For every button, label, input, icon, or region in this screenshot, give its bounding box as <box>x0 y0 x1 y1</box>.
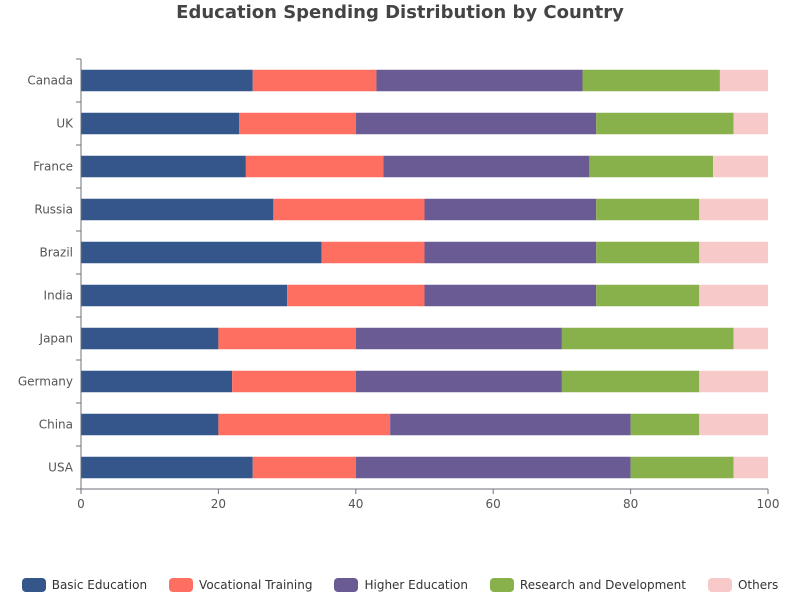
y-tick-label: Japan <box>39 332 73 346</box>
bar-france-series-3[interactable] <box>589 155 714 178</box>
bar-japan-series-0[interactable] <box>81 327 219 350</box>
bar-canada-series-3[interactable] <box>582 69 720 92</box>
bar-china-series-4[interactable] <box>699 413 768 436</box>
y-tick-label: Brazil <box>40 246 74 260</box>
bar-brazil-series-4[interactable] <box>699 241 768 264</box>
bar-usa-series-0[interactable] <box>81 456 253 479</box>
chart-title: Education Spending Distribution by Count… <box>176 2 624 23</box>
bar-uk-series-1[interactable] <box>239 112 356 135</box>
legend-swatch <box>707 578 732 592</box>
bar-france-series-2[interactable] <box>383 155 590 178</box>
bar-india-series-0[interactable] <box>81 284 288 307</box>
y-tick-label: USA <box>48 461 74 475</box>
legend-swatch <box>489 578 514 592</box>
bars-layer <box>81 69 768 479</box>
x-tick-label: 20 <box>211 497 226 511</box>
y-tick-label: Canada <box>27 74 73 88</box>
legend-label: Higher Education <box>364 578 468 592</box>
bar-france-series-1[interactable] <box>245 155 384 178</box>
legend-label: Research and Development <box>519 578 686 592</box>
legend-item[interactable]: Others <box>707 578 779 592</box>
bar-japan-series-2[interactable] <box>355 327 562 350</box>
legend-label: Basic Education <box>51 578 148 592</box>
bar-germany-series-2[interactable] <box>355 370 562 393</box>
bar-china-series-2[interactable] <box>390 413 631 436</box>
bar-germany-series-1[interactable] <box>232 370 356 393</box>
bar-brazil-series-2[interactable] <box>424 241 597 264</box>
bar-brazil-series-3[interactable] <box>596 241 700 264</box>
legend-label: Vocational Training <box>199 578 313 592</box>
bar-china-series-0[interactable] <box>81 413 219 436</box>
bar-china-series-3[interactable] <box>630 413 700 436</box>
legend-label: Others <box>737 578 779 592</box>
y-tick-label: Russia <box>34 203 73 217</box>
bar-brazil-series-0[interactable] <box>81 241 322 264</box>
y-tick-label: China <box>39 418 73 432</box>
x-tick-label: 0 <box>77 497 85 511</box>
bar-uk-series-4[interactable] <box>733 112 768 135</box>
bar-uk-series-3[interactable] <box>596 112 734 135</box>
x-tick-label: 80 <box>623 497 638 511</box>
bar-canada-series-4[interactable] <box>719 69 768 92</box>
bar-india-series-2[interactable] <box>424 284 597 307</box>
bar-china-series-1[interactable] <box>218 413 391 436</box>
legend-item[interactable]: Research and Development <box>489 578 686 592</box>
bar-brazil-series-1[interactable] <box>321 241 425 264</box>
bar-france-series-0[interactable] <box>81 155 246 178</box>
bar-uk-series-0[interactable] <box>81 112 240 135</box>
bar-canada-series-1[interactable] <box>252 69 377 92</box>
bar-india-series-1[interactable] <box>287 284 425 307</box>
bar-uk-series-2[interactable] <box>355 112 597 135</box>
bar-japan-series-1[interactable] <box>218 327 356 350</box>
legend: Basic Education Vocational Training Higher… <box>0 578 800 592</box>
bar-japan-series-3[interactable] <box>561 327 734 350</box>
bar-canada-series-0[interactable] <box>81 69 253 92</box>
legend-swatch <box>21 578 46 592</box>
legend-item[interactable]: Higher Education <box>334 578 468 592</box>
legend-item[interactable]: Vocational Training <box>169 578 312 592</box>
bar-india-series-3[interactable] <box>596 284 700 307</box>
bar-japan-series-4[interactable] <box>733 327 768 350</box>
legend-swatch <box>334 578 359 592</box>
bar-germany-series-0[interactable] <box>81 370 233 393</box>
legend-item[interactable]: Basic Education <box>21 578 148 592</box>
bar-russia-series-4[interactable] <box>699 198 768 221</box>
bar-germany-series-3[interactable] <box>561 370 700 393</box>
bar-russia-series-1[interactable] <box>273 198 425 221</box>
bar-germany-series-4[interactable] <box>699 370 768 393</box>
bar-usa-series-2[interactable] <box>355 456 631 479</box>
bar-russia-series-3[interactable] <box>596 198 700 221</box>
bar-russia-series-0[interactable] <box>81 198 274 221</box>
y-tick-label: Germany <box>18 375 73 389</box>
x-tick-label: 60 <box>486 497 501 511</box>
bar-canada-series-2[interactable] <box>376 69 583 92</box>
y-tick-label: UK <box>56 117 74 131</box>
bar-india-series-4[interactable] <box>699 284 768 307</box>
y-tick-label: India <box>44 289 73 303</box>
legend-swatch <box>169 578 194 592</box>
y-tick-label: France <box>33 160 73 174</box>
x-tick-label: 40 <box>348 497 363 511</box>
bar-russia-series-2[interactable] <box>424 198 597 221</box>
bar-usa-series-4[interactable] <box>733 456 768 479</box>
axes-layer: USA China Germany Japan India Brazil Russia Fra… <box>18 58 780 511</box>
x-tick-label: 100 <box>757 497 780 511</box>
bar-france-series-4[interactable] <box>713 155 768 178</box>
bar-usa-series-1[interactable] <box>252 456 356 479</box>
bar-usa-series-3[interactable] <box>630 456 734 479</box>
